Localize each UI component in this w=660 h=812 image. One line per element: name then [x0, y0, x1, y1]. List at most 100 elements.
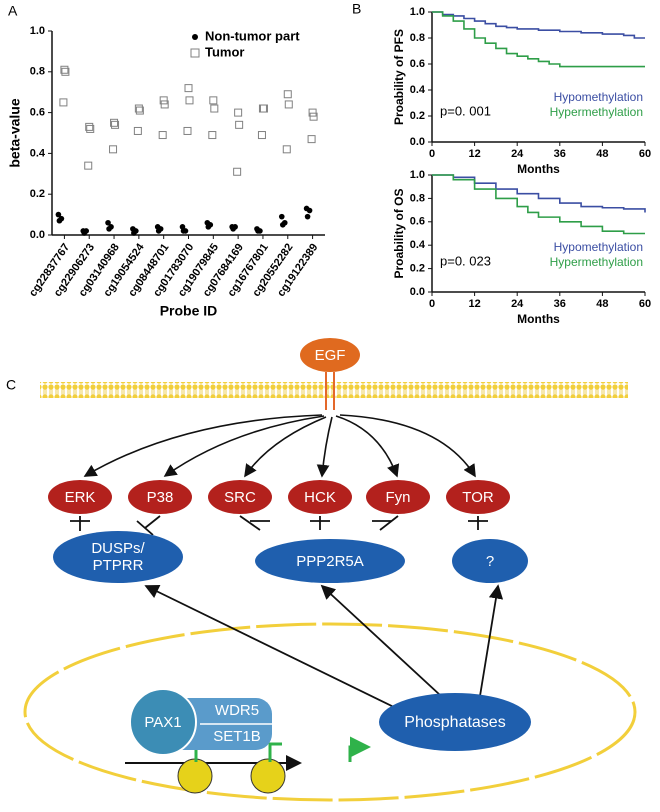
x-tick-label: 48: [596, 298, 608, 310]
y-tick-label: 0.8: [30, 66, 45, 78]
dot: [279, 222, 286, 228]
y-tick-label: 0.2: [30, 188, 45, 200]
legend-label: Hypomethylation: [554, 90, 643, 104]
node-label: PAX1: [144, 714, 181, 731]
dot: [205, 224, 212, 230]
dot: [56, 217, 63, 224]
square-marker: [233, 167, 242, 176]
square-marker: [85, 122, 94, 131]
y-tick-label: 0.8: [410, 32, 425, 44]
y-tick-label: 0.0: [410, 136, 425, 148]
dot: [55, 211, 62, 218]
square-marker: [111, 120, 120, 129]
x-tick-label: 60: [639, 298, 651, 310]
phosphatases-node: [379, 693, 531, 751]
dot: [81, 230, 88, 236]
square-marker: [134, 104, 143, 113]
dot: [230, 226, 236, 232]
nucleosome: [250, 758, 286, 794]
square-marker: [110, 118, 119, 127]
x-tick-label: 12: [468, 298, 480, 310]
node-label: PPP2R5A: [296, 553, 364, 570]
annotation: p=0. 023: [440, 253, 491, 268]
square-marker: [183, 126, 192, 135]
square-marker: [259, 104, 268, 113]
x-tick-label: 48: [596, 148, 608, 160]
y-tick-label: 0.0: [30, 229, 45, 241]
survival-curve: [432, 174, 646, 213]
square-marker: [61, 67, 70, 76]
node-label: HCK: [304, 489, 336, 506]
dot: [105, 219, 111, 226]
square-marker: [185, 96, 194, 105]
feedback-arrows: [144, 584, 504, 711]
y-tick-label: 1.0: [30, 25, 45, 37]
nucleus: [23, 622, 637, 802]
node-label: DUSPs/: [91, 540, 145, 557]
nucleosome: [177, 758, 213, 794]
y-tick-label: 0.6: [30, 107, 45, 119]
square-marker: [209, 96, 218, 105]
square-marker: [135, 106, 144, 115]
activation-arrows: [83, 414, 476, 478]
y-tick-label: 0.6: [410, 58, 425, 70]
phosphatase-targets: [53, 531, 528, 583]
node-label: PTPRR: [93, 557, 144, 574]
x-tick-label: 12: [468, 148, 480, 160]
egf-node: [300, 338, 360, 372]
square-marker: [234, 108, 243, 117]
x-tick-label: 60: [639, 148, 651, 160]
survival-curve: [432, 11, 645, 68]
node-label: TOR: [462, 489, 494, 506]
legend-label: Non-tumor part: [205, 28, 300, 43]
node-label: P38: [147, 489, 174, 506]
square-marker: [257, 131, 266, 140]
node-label: SET1B: [213, 728, 261, 745]
panel-label: B: [352, 1, 361, 17]
x-tick-label: 0: [429, 148, 435, 160]
annotation: p=0. 001: [440, 103, 491, 118]
x-tick-label: 24: [511, 298, 524, 310]
x-tick-label: 36: [554, 298, 566, 310]
dot: [255, 228, 261, 234]
square-marker: [158, 131, 167, 140]
kinases: [48, 480, 510, 514]
square-marker: [84, 161, 93, 170]
diagram: EGF ERK P38 SRC HCK Fyn TOR: [23, 338, 637, 802]
square-marker: [208, 131, 217, 140]
square-marker: [284, 100, 293, 109]
y-axis-title: Proability of OS: [392, 188, 406, 278]
legend-label: Hypermethylation: [550, 255, 643, 269]
dot: [306, 207, 313, 214]
legend-label: Hypermethylation: [550, 105, 643, 119]
dot: [131, 230, 137, 236]
x-tick-label: 24: [511, 148, 524, 160]
square-marker: [309, 112, 318, 121]
dot: [304, 213, 311, 220]
pax1-node: [129, 688, 197, 756]
x-axis-title: Months: [517, 162, 560, 176]
x-axis-title: Probe ID: [160, 303, 218, 319]
receptor: [325, 372, 335, 410]
survival-curve: [432, 11, 645, 39]
y-tick-label: 0.4: [30, 147, 46, 159]
square-marker: [184, 84, 193, 93]
square-marker: [60, 65, 69, 74]
y-tick-label: 0.6: [410, 216, 425, 228]
square-marker: [282, 145, 291, 154]
legend-marker: [192, 34, 198, 40]
panel-label: A: [8, 3, 18, 19]
node-label: WDR5: [215, 702, 259, 719]
dot: [155, 228, 162, 234]
node-label: ?: [486, 553, 494, 570]
dot: [106, 226, 112, 232]
y-axis-title: Proability of PFS: [392, 29, 406, 125]
square-marker: [86, 124, 95, 133]
square-marker: [109, 145, 118, 154]
y-axis-title: beta-value: [7, 98, 23, 167]
dot: [278, 213, 285, 220]
square-marker: [210, 104, 219, 113]
y-tick-label: 0.4: [410, 239, 426, 251]
node-label: Fyn: [385, 489, 410, 506]
